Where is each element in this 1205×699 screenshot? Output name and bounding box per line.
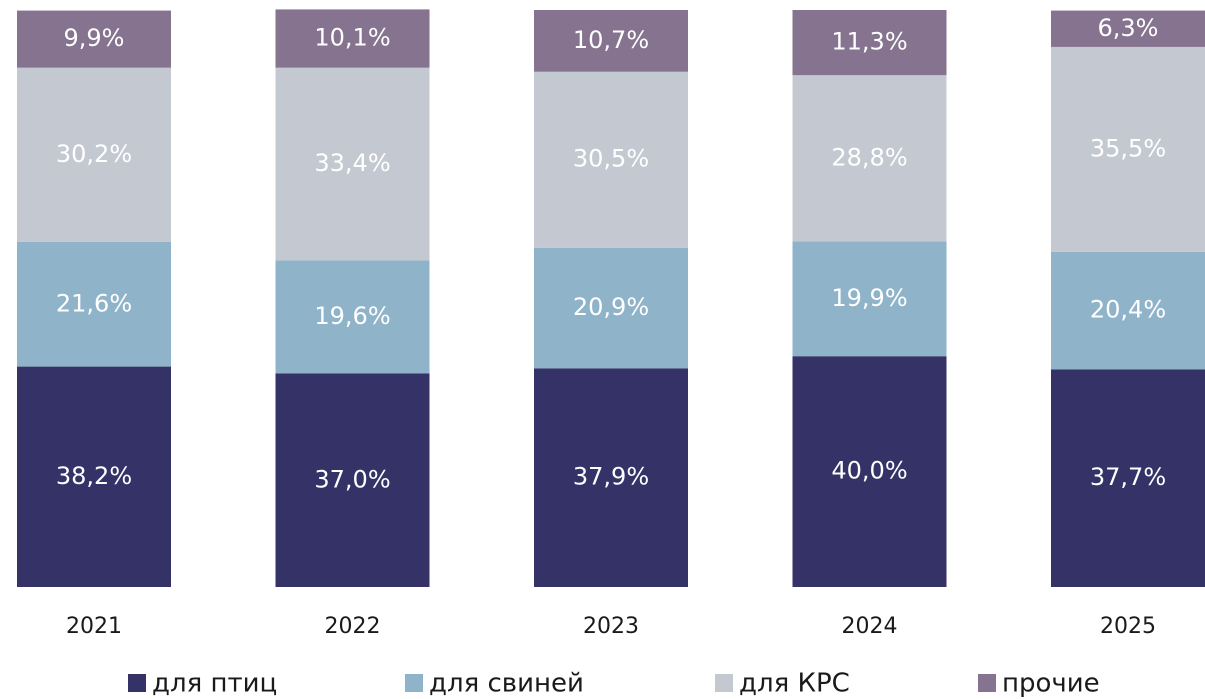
- legend-label: для свиней: [429, 669, 584, 699]
- bar-segment: [17, 10, 171, 68]
- bar-segment: [275, 260, 430, 374]
- data-label: 10,7%: [573, 26, 649, 54]
- legend-swatch: [128, 674, 146, 692]
- legend-swatch: [978, 674, 996, 692]
- bar-segment: [792, 241, 947, 357]
- bar-segment: [275, 67, 430, 261]
- data-label: 37,0%: [314, 465, 390, 493]
- legend-swatch: [405, 674, 423, 692]
- x-tick-label: 2022: [325, 614, 381, 639]
- bar-segment: [792, 10, 947, 76]
- bar-segment: [792, 356, 947, 587]
- data-label: 40,0%: [831, 457, 907, 485]
- data-label: 37,7%: [1090, 463, 1166, 491]
- legend-swatch: [715, 674, 733, 692]
- data-label: 28,8%: [831, 143, 907, 171]
- bar-segment: [534, 10, 688, 72]
- legend-label: прочие: [1002, 669, 1100, 699]
- bar-segment: [1051, 251, 1205, 370]
- data-label: 19,9%: [831, 284, 907, 312]
- data-label: 33,4%: [314, 149, 390, 177]
- data-label: 9,9%: [64, 24, 125, 52]
- data-label: 6,3%: [1098, 14, 1159, 42]
- x-tick-label: 2023: [583, 614, 639, 639]
- data-label: 20,4%: [1090, 296, 1166, 324]
- bar-segment: [17, 366, 171, 587]
- data-label: 11,3%: [831, 28, 907, 56]
- bar-segment: [275, 9, 430, 68]
- data-label: 38,2%: [56, 462, 132, 490]
- bar-segment: [17, 241, 171, 367]
- data-label: 10,1%: [314, 24, 390, 52]
- bar-segment: [792, 75, 947, 242]
- data-label: 20,9%: [573, 293, 649, 321]
- bar-segment: [534, 247, 688, 369]
- data-label: 37,9%: [573, 463, 649, 491]
- legend-label: для КРС: [739, 669, 850, 699]
- data-label: 35,5%: [1090, 134, 1166, 162]
- bar-segment: [1051, 369, 1205, 587]
- data-label: 30,5%: [573, 145, 649, 173]
- bar-segment: [534, 368, 688, 587]
- data-label: 21,6%: [56, 289, 132, 317]
- legend-label: для птиц: [152, 669, 277, 699]
- bar-segment: [1051, 46, 1205, 252]
- bar-segment: [275, 373, 430, 587]
- x-tick-label: 2024: [842, 614, 898, 639]
- data-label: 30,2%: [56, 140, 132, 168]
- data-label: 19,6%: [314, 302, 390, 330]
- x-tick-label: 2021: [66, 614, 122, 639]
- x-tick-label: 2025: [1100, 614, 1156, 639]
- bar-segment: [1051, 10, 1205, 47]
- bar-segment: [534, 71, 688, 248]
- bar-segment: [17, 67, 171, 242]
